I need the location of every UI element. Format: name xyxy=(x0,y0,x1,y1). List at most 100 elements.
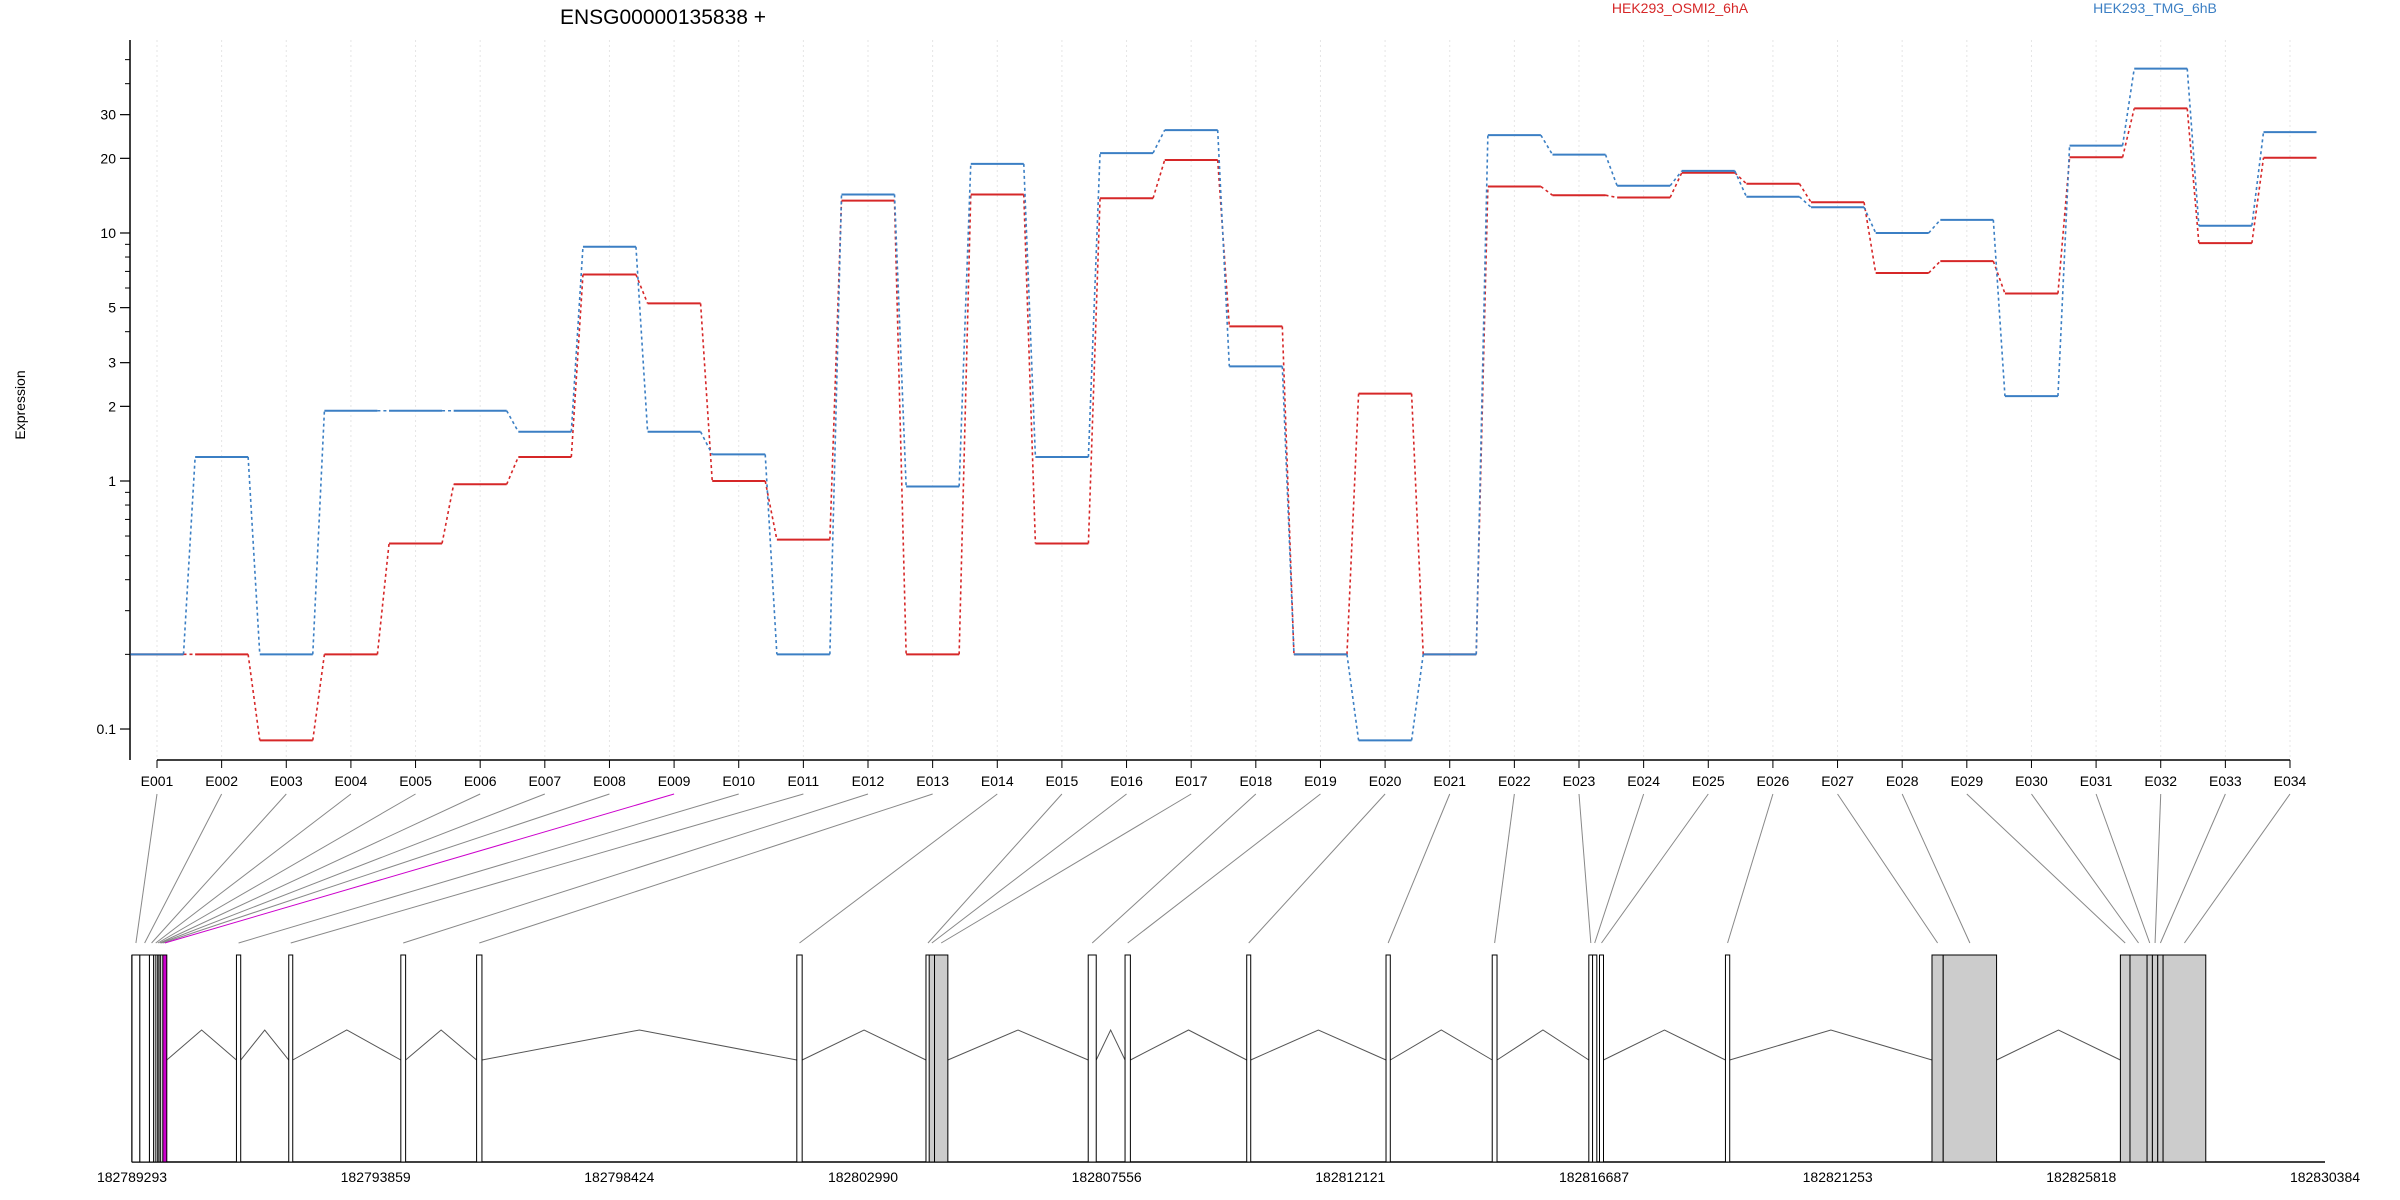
series-connector xyxy=(1216,130,1231,367)
x-tick-label: E008 xyxy=(593,773,626,789)
exon-connector xyxy=(1091,793,1257,944)
series-connector xyxy=(2186,108,2200,244)
x-tick-label: E032 xyxy=(2144,773,2177,789)
intron xyxy=(166,1029,237,1061)
series-connector xyxy=(1540,185,1553,196)
exon-box xyxy=(1592,954,1598,1163)
genomic-tick-label: 182802990 xyxy=(828,1169,898,1185)
x-tick-label: E018 xyxy=(1239,773,1272,789)
x-tick-label: E023 xyxy=(1563,773,1596,789)
series-connector xyxy=(1863,202,1877,274)
exon-connector xyxy=(799,793,998,944)
intron xyxy=(1250,1029,1387,1061)
intron xyxy=(1996,1029,2121,1061)
exon-connectors xyxy=(135,793,2291,944)
intron xyxy=(947,1029,1089,1061)
series-connector xyxy=(1992,260,2006,294)
exon-connector xyxy=(1601,793,1709,944)
series-connector xyxy=(1087,198,1101,544)
series-connector xyxy=(1992,219,2006,397)
x-tick-label: E002 xyxy=(205,773,238,789)
genomic-tick-label: 182821253 xyxy=(1803,1169,1873,1185)
x-tick-label: E027 xyxy=(1821,773,1854,789)
series-connector xyxy=(311,410,326,655)
x-tick-label: E020 xyxy=(1369,773,1402,789)
exon-connector xyxy=(1248,793,1386,944)
exon-box xyxy=(1087,954,1097,1163)
exon-box xyxy=(131,954,141,1163)
series-connector xyxy=(570,246,584,432)
series-connector xyxy=(1281,326,1295,655)
series-connector xyxy=(1022,194,1037,544)
exon-box xyxy=(139,954,150,1163)
intron xyxy=(1729,1029,1933,1061)
exon-connector xyxy=(155,793,352,944)
x-tick-label: E010 xyxy=(722,773,755,789)
series-connector xyxy=(1798,183,1812,203)
x-tick-label: E012 xyxy=(852,773,885,789)
genomic-tick-label: 182807556 xyxy=(1072,1169,1142,1185)
exon-connector xyxy=(1727,793,1774,944)
exon-box xyxy=(1724,954,1731,1163)
y-tick-label: 1 xyxy=(108,473,116,489)
series-connector xyxy=(505,410,520,433)
exon-connector xyxy=(290,793,804,944)
exon-connector xyxy=(135,793,158,944)
x-tick-label: E026 xyxy=(1757,773,1790,789)
series-connector xyxy=(1475,135,1489,655)
series-connector xyxy=(1540,134,1554,156)
series-connector xyxy=(635,274,649,304)
series-connector xyxy=(893,200,907,655)
series-connector xyxy=(1798,196,1812,208)
y-tick-label: 5 xyxy=(108,300,116,316)
y-tick-label: 3 xyxy=(108,355,116,371)
x-tick-label: E011 xyxy=(788,773,820,789)
x-tick-label: E009 xyxy=(658,773,691,789)
series-connector xyxy=(247,456,261,655)
series-connector xyxy=(182,456,196,655)
series-connector xyxy=(2057,157,2071,294)
series-connector xyxy=(1152,129,1166,154)
genomic-tick-label: 182789293 xyxy=(97,1169,167,1185)
x-tick-label: E004 xyxy=(335,773,368,789)
series-connector xyxy=(2121,108,2136,158)
axes: 0.1 1 2 3 5 10 20 30 E001 E002 E003 E004 E005 E006 E00… xyxy=(97,40,2307,789)
x-tick-label: E024 xyxy=(1627,773,1660,789)
genomic-tick-label: 182830384 xyxy=(2290,1169,2360,1185)
exon-connector xyxy=(2184,793,2291,944)
legend-label-osmi2: HEK293_OSMI2_6hA xyxy=(1612,0,1749,16)
exon-box xyxy=(2162,954,2207,1163)
series-connector xyxy=(311,654,326,741)
x-tick-label: E030 xyxy=(2015,773,2048,789)
series-connector xyxy=(1346,654,1360,741)
exon-box xyxy=(148,954,155,1163)
genomic-tick-label: 182798424 xyxy=(584,1169,654,1185)
x-tick-label: E007 xyxy=(528,773,561,789)
series-connector xyxy=(2121,68,2136,146)
y-tick-label: 2 xyxy=(108,398,116,414)
y-tick-label: 0.1 xyxy=(97,721,117,737)
x-tick-label: E021 xyxy=(1433,773,1466,789)
x-tick-label: E029 xyxy=(1950,773,1983,789)
exon-connector xyxy=(1901,793,1971,944)
exon-connector xyxy=(2095,793,2151,944)
exon-box xyxy=(476,954,483,1163)
series-connector xyxy=(1863,206,1877,234)
exon-connector xyxy=(1578,793,1592,944)
series-connector xyxy=(1281,366,1295,655)
exon-box xyxy=(2157,954,2164,1163)
series-connector xyxy=(1605,194,1618,199)
series-connector xyxy=(1928,260,1941,274)
series-connector xyxy=(699,303,714,482)
chart-title: ENSG00000135838 + xyxy=(560,6,766,29)
grid-lines xyxy=(156,40,2291,760)
exon-box xyxy=(1942,954,1998,1163)
exon-connector xyxy=(2031,793,2139,944)
x-tick-label: E001 xyxy=(141,773,174,789)
series-connector xyxy=(893,194,907,487)
exon-connector xyxy=(164,793,675,944)
intron xyxy=(1496,1029,1590,1061)
series-connector xyxy=(764,480,778,540)
series-connector xyxy=(441,484,455,544)
series-connector xyxy=(829,194,843,655)
